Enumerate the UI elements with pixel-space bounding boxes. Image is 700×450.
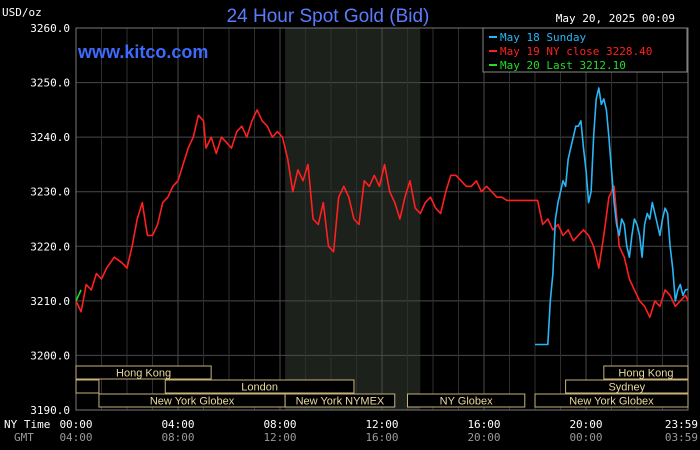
x-tick-label-ny: 04:00 [161, 418, 194, 431]
session-box [75, 379, 100, 394]
session-label: Hong Kong [116, 368, 171, 380]
legend-entry: May 18 Sunday [500, 31, 586, 44]
series-line [535, 87, 689, 346]
plot-border [75, 27, 689, 411]
chart-title: 24 Hour Spot Gold (Bid) [227, 6, 430, 27]
legend-entry: May 19 NY close 3228.40 [500, 45, 652, 58]
y-tick-label: 3240.0 [30, 131, 70, 144]
x-tick-label-gmt: 00:00 [569, 431, 602, 444]
session-box [284, 393, 396, 408]
y-tick-label: 3260.0 [30, 22, 70, 35]
session-box [407, 393, 526, 408]
site-link[interactable]: www.kitco.com [77, 42, 208, 62]
session-label: NY Globex [440, 396, 493, 408]
trading-sessions: Hong Kong London New York Globex New York N… [75, 365, 689, 408]
y-tick-label: 3230.0 [30, 186, 70, 199]
session-box [75, 365, 212, 380]
y-tick-label: 3200.0 [30, 349, 70, 362]
x-row-label-ny: NY Time [4, 418, 50, 431]
session-box [565, 379, 689, 394]
x-row-label-gmt: GMT [14, 431, 34, 444]
x-tick-label-ny: 20:00 [569, 418, 602, 431]
series-line [75, 289, 82, 302]
grid [75, 27, 689, 411]
session-label: New York Globex [569, 396, 654, 408]
x-axis-ticks: 00:0004:0004:0008:0008:0012:0012:0016:00… [59, 418, 698, 444]
x-tick-label-gmt: 12:00 [263, 431, 296, 444]
session-label: Hong Kong [618, 368, 673, 380]
shaded-region [285, 28, 421, 410]
session-box [534, 393, 689, 408]
y-tick-label: 3250.0 [30, 77, 70, 90]
x-tick-label-gmt: 08:00 [161, 431, 194, 444]
session-label: Sydney [608, 382, 645, 394]
x-tick-label-gmt: 04:00 [59, 431, 92, 444]
session-box [164, 379, 355, 394]
x-tick-label-ny: 08:00 [263, 418, 296, 431]
session-label: New York Globex [150, 396, 235, 408]
timestamp: May 20, 2025 00:09 [556, 12, 675, 25]
y-axis-ticks: 3260.0 3250.0 3240.0 3230.0 3220.0 3210.0 3200… [30, 22, 70, 417]
x-tick-label-gmt: 20:00 [467, 431, 500, 444]
session-box [603, 365, 689, 380]
y-tick-label: 3220.0 [30, 240, 70, 253]
price-series [75, 87, 689, 346]
legend-box [482, 27, 688, 73]
legend-entry: May 20 Last 3212.10 [500, 59, 626, 72]
unit-label: USD/oz [2, 6, 42, 19]
y-tick-label: 3190.0 [30, 404, 70, 417]
x-tick-label-ny: 00:00 [59, 418, 92, 431]
series-line [75, 109, 689, 318]
x-tick-label-ny: 12:00 [365, 418, 398, 431]
x-tick-label-gmt: 03:59 [665, 431, 698, 444]
x-tick-label-gmt: 16:00 [365, 431, 398, 444]
y-tick-label: 3210.0 [30, 295, 70, 308]
x-tick-label-ny: 23:59 [665, 418, 698, 431]
session-label: New York NYMEX [296, 396, 385, 408]
session-label: London [241, 382, 278, 394]
x-tick-label-ny: 16:00 [467, 418, 500, 431]
